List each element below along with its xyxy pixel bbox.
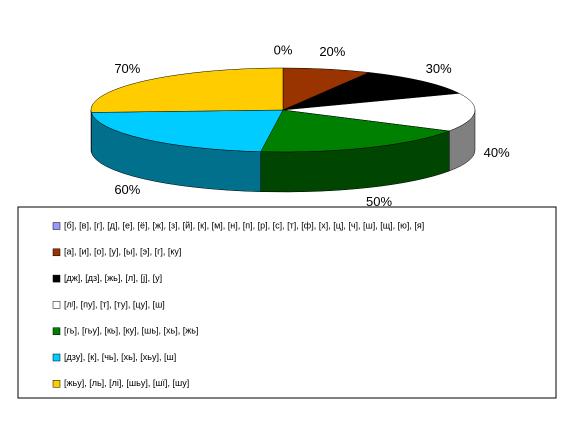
legend-swatch — [53, 275, 60, 282]
legend-swatch — [53, 301, 60, 308]
data-label: 50% — [366, 194, 392, 209]
data-label: 70% — [114, 61, 140, 76]
legend-swatch — [53, 354, 60, 361]
data-label: 20% — [319, 44, 345, 59]
legend-label: [а], [и], [о], [у], [ы], [э], [г], [ку] — [64, 247, 181, 257]
data-label: 0% — [274, 42, 293, 57]
data-label: 60% — [114, 182, 140, 197]
legend-swatch — [53, 223, 60, 230]
legend-label: [лʲ], [пу], [т], [ту], [цу], [ш] — [64, 299, 165, 309]
data-label: 40% — [484, 145, 510, 160]
data-label: 30% — [426, 61, 452, 76]
legend-label: [дзу], [к], [чь], [хь], [хьу], [ш] — [64, 352, 176, 362]
legend-label: [жьу], [ль], [лі], [шьу], [шї], [шу] — [64, 378, 189, 388]
legend-label: [б], [в], [г], [д], [е], [ё], [ж], [з], … — [64, 220, 424, 230]
legend-swatch — [53, 380, 60, 387]
legend-swatch — [53, 328, 60, 335]
legend-label: [дж], [дз], [жь], [л], [ј], [у] — [64, 273, 162, 283]
legend-swatch — [53, 249, 60, 256]
legend-label: [гь], [гьу], [кь], [ку], [шь], [хь], [жь… — [64, 326, 198, 336]
